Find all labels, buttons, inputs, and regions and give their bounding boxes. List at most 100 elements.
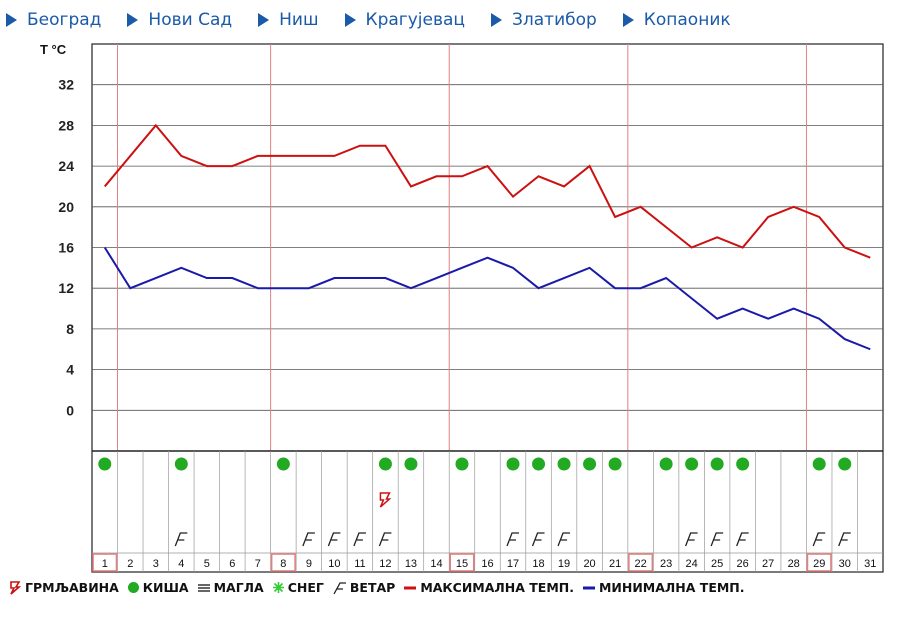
rain-icon bbox=[532, 457, 546, 471]
chart-legend: ГРМЉАВИНА КИША МАГЛА СНЕГ ВЕТАР МАКСИМАЛ… bbox=[8, 580, 753, 595]
wind-icon bbox=[838, 532, 851, 547]
legend-max-temp: МАКСИМАЛНА ТЕМП. bbox=[403, 580, 574, 595]
rain-icon bbox=[685, 457, 699, 471]
arrow-right-icon bbox=[258, 13, 270, 27]
wind-icon bbox=[333, 581, 346, 594]
day-number: 19 bbox=[558, 558, 570, 570]
day-number: 11 bbox=[354, 558, 365, 570]
y-tick-label: 8 bbox=[66, 321, 74, 337]
wind-icon bbox=[710, 532, 724, 547]
wind-icon bbox=[557, 532, 571, 547]
legend-snow: СНЕГ bbox=[272, 580, 324, 595]
wind-icon bbox=[812, 532, 826, 547]
wind-icon bbox=[378, 532, 392, 547]
day-highlight-box bbox=[270, 553, 296, 572]
y-tick-label: 28 bbox=[58, 117, 74, 133]
rain-icon bbox=[838, 457, 852, 471]
rain-icon bbox=[455, 457, 469, 471]
rain-icon bbox=[506, 457, 520, 471]
day-highlight-box bbox=[449, 553, 475, 572]
day-number: 29 bbox=[813, 558, 825, 570]
rain-icon bbox=[404, 457, 418, 471]
wind-icon bbox=[353, 532, 366, 547]
thunder-icon bbox=[379, 492, 392, 508]
arrow-right-icon bbox=[344, 13, 356, 27]
day-highlight-box bbox=[92, 553, 118, 572]
rain-icon bbox=[659, 457, 673, 471]
plot-frame bbox=[91, 43, 884, 573]
y-tick-label: 16 bbox=[58, 240, 74, 256]
day-number: 23 bbox=[660, 558, 672, 570]
nav-link-kragujevac[interactable]: Крагујевац bbox=[344, 10, 465, 30]
day-number: 16 bbox=[481, 558, 493, 570]
nav-link-beograd[interactable]: Београд bbox=[6, 10, 101, 30]
day-number: 17 bbox=[507, 558, 519, 570]
wind-icon bbox=[302, 532, 315, 547]
day-number: 12 bbox=[379, 558, 391, 570]
day-number: 3 bbox=[153, 558, 159, 570]
nav-link-novi-sad[interactable]: Нови Сад bbox=[127, 10, 232, 30]
rain-icon bbox=[378, 457, 392, 471]
day-number: 21 bbox=[609, 558, 621, 570]
day-number: 14 bbox=[430, 558, 442, 570]
rain-icon bbox=[812, 457, 826, 471]
arrow-right-icon bbox=[622, 13, 634, 27]
day-number: 24 bbox=[686, 558, 698, 570]
snow-icon bbox=[272, 582, 284, 593]
wind-icon bbox=[531, 532, 545, 547]
y-tick-label: 12 bbox=[58, 280, 74, 296]
rain-icon bbox=[736, 457, 750, 471]
day-number: 4 bbox=[178, 558, 184, 570]
day-number: 28 bbox=[788, 558, 800, 570]
rain-icon bbox=[174, 457, 188, 471]
nav-link-nis[interactable]: Ниш bbox=[258, 10, 319, 30]
day-number: 20 bbox=[583, 558, 595, 570]
day-number: 2 bbox=[127, 558, 133, 570]
max-temp-line bbox=[103, 123, 871, 259]
legend-min-temp: МИНИМАЛНА ТЕМП. bbox=[582, 580, 745, 595]
day-number: 30 bbox=[839, 558, 851, 570]
day-number: 26 bbox=[737, 558, 749, 570]
min-line-icon bbox=[582, 586, 595, 589]
fog-icon bbox=[197, 583, 210, 592]
nav-link-zlatibor[interactable]: Златибор bbox=[490, 10, 597, 30]
day-number: 10 bbox=[328, 558, 340, 570]
min-temp-line bbox=[103, 246, 871, 351]
day-number: 13 bbox=[405, 558, 417, 570]
day-number: 8 bbox=[280, 558, 286, 570]
legend-thunder: ГРМЉАВИНА bbox=[8, 580, 119, 595]
wind-icon bbox=[174, 532, 188, 547]
y-tick-label: 32 bbox=[58, 77, 74, 93]
rain-icon bbox=[98, 457, 112, 471]
day-number: 27 bbox=[762, 558, 774, 570]
day-number: 7 bbox=[255, 558, 261, 570]
day-number: 31 bbox=[864, 558, 876, 570]
legend-rain: КИША bbox=[127, 580, 189, 595]
rain-icon bbox=[276, 457, 290, 471]
y-tick-label: 4 bbox=[66, 362, 74, 378]
arrow-right-icon bbox=[490, 13, 502, 27]
day-number: 9 bbox=[306, 558, 312, 570]
y-tick-label: 0 bbox=[66, 402, 74, 418]
wind-icon bbox=[506, 532, 520, 547]
day-number: 6 bbox=[229, 558, 235, 570]
rain-icon bbox=[557, 457, 571, 471]
rain-icon bbox=[583, 457, 597, 471]
day-number: 18 bbox=[532, 558, 544, 570]
day-number: 15 bbox=[456, 558, 468, 570]
day-number: 1 bbox=[102, 558, 108, 570]
wind-icon bbox=[685, 532, 698, 547]
y-axis-label: T °C bbox=[40, 42, 67, 57]
day-highlight-box bbox=[628, 553, 654, 572]
y-tick-label: 20 bbox=[58, 199, 74, 215]
legend-fog: МАГЛА bbox=[197, 580, 264, 595]
nav-link-kopaonik[interactable]: Копаоник bbox=[622, 10, 731, 30]
legend-wind: ВЕТАР bbox=[332, 580, 395, 595]
day-number: 25 bbox=[711, 558, 723, 570]
day-number: 22 bbox=[634, 558, 646, 570]
arrow-right-icon bbox=[127, 13, 139, 27]
day-number: 5 bbox=[204, 558, 210, 570]
y-tick-label: 24 bbox=[58, 158, 74, 174]
city-nav: Београд Нови Сад Ниш Крагујевац Златибор… bbox=[6, 8, 757, 32]
